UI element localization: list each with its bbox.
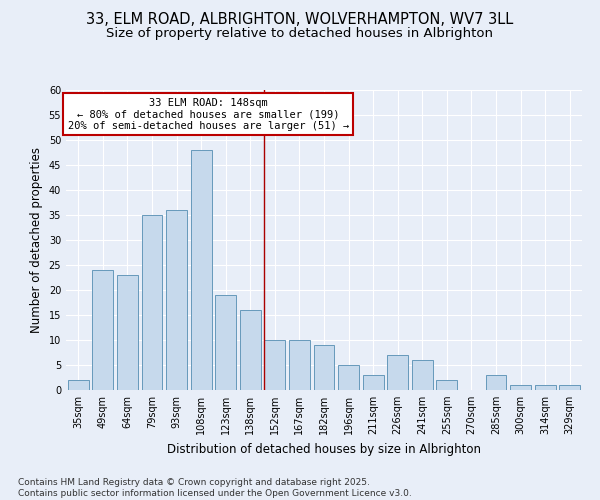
Bar: [535, 385, 556, 390]
Bar: [485, 375, 506, 390]
Bar: [338, 365, 359, 390]
Bar: [412, 360, 433, 390]
Bar: [265, 340, 286, 390]
Bar: [559, 385, 580, 390]
Bar: [362, 375, 383, 390]
Bar: [142, 215, 163, 390]
Text: Size of property relative to detached houses in Albrighton: Size of property relative to detached ho…: [107, 28, 493, 40]
Bar: [92, 270, 113, 390]
Bar: [215, 295, 236, 390]
Bar: [314, 345, 334, 390]
Text: Contains HM Land Registry data © Crown copyright and database right 2025.
Contai: Contains HM Land Registry data © Crown c…: [18, 478, 412, 498]
Bar: [240, 310, 261, 390]
Bar: [68, 380, 89, 390]
Text: 33 ELM ROAD: 148sqm
← 80% of detached houses are smaller (199)
20% of semi-detac: 33 ELM ROAD: 148sqm ← 80% of detached ho…: [68, 98, 349, 130]
Bar: [387, 355, 408, 390]
Y-axis label: Number of detached properties: Number of detached properties: [30, 147, 43, 333]
X-axis label: Distribution of detached houses by size in Albrighton: Distribution of detached houses by size …: [167, 442, 481, 456]
Text: 33, ELM ROAD, ALBRIGHTON, WOLVERHAMPTON, WV7 3LL: 33, ELM ROAD, ALBRIGHTON, WOLVERHAMPTON,…: [86, 12, 514, 28]
Bar: [289, 340, 310, 390]
Bar: [166, 210, 187, 390]
Bar: [191, 150, 212, 390]
Bar: [117, 275, 138, 390]
Bar: [436, 380, 457, 390]
Bar: [510, 385, 531, 390]
